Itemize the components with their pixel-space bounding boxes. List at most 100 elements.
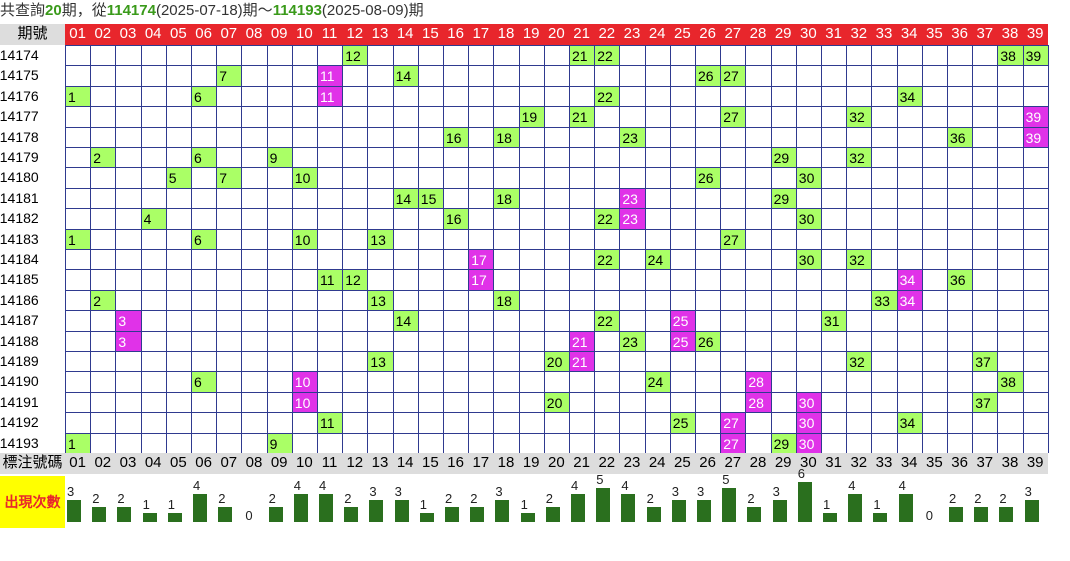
count-bar-22 xyxy=(596,488,611,522)
header-number-26: 26 xyxy=(695,24,721,45)
count-bar-39 xyxy=(1024,500,1039,522)
period-cell: 114175 xyxy=(0,67,39,84)
grid-hline xyxy=(65,147,1048,148)
drawn-number-mark: 1 xyxy=(66,433,91,453)
drawn-number-mark: 5 xyxy=(166,168,191,188)
repeat-number-mark: 25 xyxy=(670,331,695,351)
drawn-number-mark: 27 xyxy=(721,107,746,127)
count-bar-29 xyxy=(772,500,787,522)
drawn-number-mark: 11 xyxy=(318,270,343,290)
drawn-number-mark: 26 xyxy=(696,66,721,86)
count-value-25: 3 xyxy=(671,484,680,500)
footer-number-34: 34 xyxy=(896,453,922,474)
drawn-number-mark: 26 xyxy=(696,331,721,351)
count-bar-18 xyxy=(495,500,510,522)
count-value-32: 4 xyxy=(848,478,856,494)
drawn-number-mark: 21 xyxy=(570,107,595,127)
count-bar-36 xyxy=(949,506,963,522)
grid-hline xyxy=(65,187,1048,189)
count-value-24: 2 xyxy=(646,490,654,506)
footer-number-20: 20 xyxy=(543,453,569,474)
count-bar-11 xyxy=(319,494,333,522)
count-bar-03 xyxy=(117,506,132,522)
count-bar-17 xyxy=(470,506,485,522)
period-cell: 114180 xyxy=(0,169,39,186)
drawn-number-mark: 29 xyxy=(771,148,796,168)
header-number-16: 16 xyxy=(443,24,469,45)
count-bar-16 xyxy=(445,506,459,522)
repeat-number-mark: 17 xyxy=(469,270,494,290)
drawn-number-mark: 10 xyxy=(292,168,317,188)
footer-number-22: 22 xyxy=(594,453,620,474)
drawn-number-mark: 39 xyxy=(1023,46,1048,66)
drawn-number-mark: 2 xyxy=(91,148,116,168)
header-number-23: 23 xyxy=(619,24,645,45)
count-value-38: 2 xyxy=(999,490,1007,506)
grid-hline xyxy=(65,289,1048,291)
summary-count: 20 xyxy=(45,2,62,19)
count-value-10: 4 xyxy=(293,478,302,494)
grid-hline xyxy=(65,249,1048,250)
period-cell: 114176 xyxy=(0,87,39,104)
footer-number-31: 31 xyxy=(821,453,847,474)
drawn-number-mark: 36 xyxy=(948,270,973,290)
footer-number-27: 27 xyxy=(720,453,746,474)
repeat-number-mark: 11 xyxy=(318,86,343,107)
footer-number-28: 28 xyxy=(745,453,771,474)
drawn-number-mark: 9 xyxy=(267,148,292,168)
count-value-05: 1 xyxy=(167,496,176,512)
summary-prefix: 共查詢 xyxy=(0,2,46,19)
header-number-30: 30 xyxy=(795,24,821,45)
count-bar-30 xyxy=(797,481,812,522)
summary-end-period: 114193 xyxy=(272,2,322,19)
period-cell: 114193 xyxy=(0,434,39,451)
count-bar-09 xyxy=(268,506,283,522)
header-number-20: 20 xyxy=(543,24,569,45)
repeat-number-mark: 10 xyxy=(292,372,317,392)
count-bar-05 xyxy=(167,512,182,522)
drawn-number-mark: 36 xyxy=(948,127,973,147)
drawn-number-mark: 7 xyxy=(217,168,242,188)
drawn-number-mark: 20 xyxy=(544,352,569,372)
period-cell: 114192 xyxy=(0,414,39,431)
header-number-04: 04 xyxy=(140,24,166,45)
drawn-number-mark: 1 xyxy=(66,229,91,249)
drawn-number-mark: 20 xyxy=(544,392,569,413)
drawn-number-mark: 37 xyxy=(973,392,998,413)
repeat-number-mark: 3 xyxy=(116,311,141,331)
drawn-number-mark: 32 xyxy=(847,107,872,127)
count-value-23: 4 xyxy=(621,478,629,494)
grid-hline xyxy=(65,208,1048,210)
footer-number-24: 24 xyxy=(644,453,670,474)
footer-number-05: 05 xyxy=(165,453,191,474)
drawn-number-mark: 10 xyxy=(292,229,317,249)
count-value-36: 2 xyxy=(949,490,957,506)
drawn-number-mark: 31 xyxy=(822,311,847,331)
header-number-27: 27 xyxy=(720,24,746,45)
count-value-14: 3 xyxy=(394,484,402,500)
footer-number-12: 12 xyxy=(342,453,368,474)
grid-vline xyxy=(1047,45,1049,453)
footer-number-30: 30 xyxy=(795,453,821,474)
drawn-number-mark: 21 xyxy=(570,46,595,66)
drawn-number-mark: 14 xyxy=(393,66,418,86)
header-number-39: 39 xyxy=(1022,24,1048,45)
drawn-number-mark: 6 xyxy=(192,86,217,107)
header-number-11: 11 xyxy=(317,24,343,45)
drawn-number-mark: 30 xyxy=(796,168,821,188)
footer-number-26: 26 xyxy=(695,453,721,474)
period-cell: 114187 xyxy=(0,312,39,329)
header-number-35: 35 xyxy=(921,24,947,45)
repeat-number-mark: 3 xyxy=(116,331,141,351)
count-bar-01 xyxy=(67,500,81,522)
drawn-number-mark: 24 xyxy=(645,372,670,392)
count-bar-04 xyxy=(142,512,157,522)
footer-number-38: 38 xyxy=(997,453,1023,474)
period-cell: 114185 xyxy=(0,271,39,288)
drawn-number-mark: 16 xyxy=(444,127,469,147)
grid-hline xyxy=(65,85,1048,87)
count-value-20: 2 xyxy=(545,490,554,506)
count-value-11: 4 xyxy=(319,478,327,494)
period-cell: 114177 xyxy=(0,108,39,125)
count-value-18: 3 xyxy=(495,484,503,500)
